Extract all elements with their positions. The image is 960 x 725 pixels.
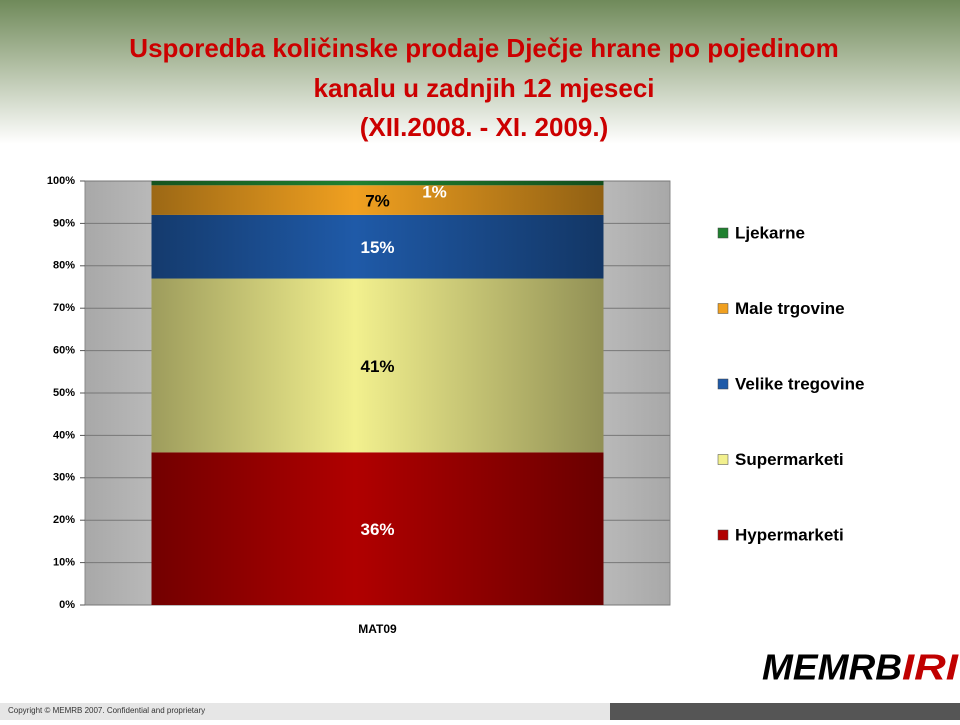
y-tick-label: 40% [53, 429, 75, 441]
logo: MEMRB [762, 647, 902, 688]
legend-label: Velike tregovine [735, 374, 864, 393]
y-tick-label: 80% [53, 260, 75, 272]
y-tick-label: 0% [59, 599, 75, 611]
bar-shade [151, 181, 604, 186]
data-label: 41% [360, 357, 394, 376]
y-tick-label: 100% [47, 175, 75, 187]
bar-shade [151, 452, 604, 605]
footer-bar [0, 703, 610, 720]
y-tick-label: 30% [53, 472, 75, 484]
data-label: 36% [360, 520, 394, 539]
data-label: 1% [422, 182, 447, 201]
bar-shade [151, 185, 604, 215]
footer: Copyright © MEMRB 2007. Confidential and… [8, 706, 205, 715]
chart-title: (XII.2008. - XI. 2009.) [360, 112, 609, 142]
footer-bar-dark [610, 703, 960, 720]
legend-label: Ljekarne [735, 223, 805, 242]
chart-title: Usporedba količinske prodaje Dječje hran… [129, 33, 838, 63]
y-tick-label: 20% [53, 514, 75, 526]
y-tick-label: 70% [53, 302, 75, 314]
bar-shade [151, 278, 604, 453]
legend-swatch [717, 378, 729, 390]
y-tick-label: 10% [53, 557, 75, 569]
legend-swatch [717, 303, 729, 314]
data-label: 7% [365, 192, 390, 211]
chart-title: kanalu u zadnjih 12 mjeseci [313, 73, 654, 103]
data-label: 15% [360, 238, 394, 257]
legend-label: Hypermarketi [735, 525, 844, 544]
legend-label: Male trgovine [735, 299, 845, 318]
logo: IRI [902, 647, 959, 688]
legend-swatch [717, 227, 729, 239]
y-tick-label: 90% [53, 217, 75, 229]
y-tick-label: 50% [53, 387, 75, 399]
legend-swatch [717, 454, 729, 465]
bar-shade [151, 214, 604, 279]
legend-label: Supermarketi [735, 450, 844, 469]
x-tick-label: MAT09 [358, 622, 397, 636]
legend-swatch [717, 529, 729, 541]
y-tick-label: 60% [53, 345, 75, 357]
